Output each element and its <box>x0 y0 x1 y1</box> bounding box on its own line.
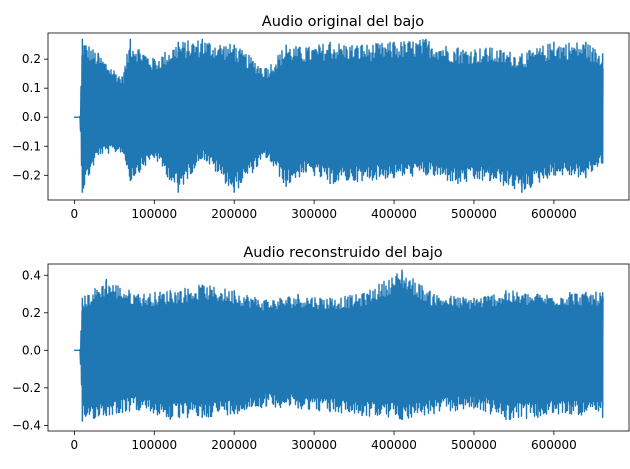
y-tick-label: −0.2 <box>12 168 41 182</box>
x-tick-label: 0 <box>71 438 79 452</box>
y-tick-label: 0.1 <box>22 81 41 95</box>
subplot-original: Audio original del bajo 0 100000 200000 300… <box>12 14 630 221</box>
y-tick-label: −0.1 <box>12 139 41 153</box>
y-tick-label: 0.2 <box>22 306 41 320</box>
x-tick-label: 200000 <box>211 438 257 452</box>
waveform-line <box>73 272 604 420</box>
chart-title-original: Audio original del bajo <box>262 14 425 30</box>
x-tick-label: 600000 <box>531 438 577 452</box>
axes-frame-original <box>47 32 630 201</box>
x-tick-label: 0 <box>71 207 79 221</box>
y-tick-label: 0.2 <box>22 52 41 66</box>
axes-frame-reconstructed <box>47 263 630 432</box>
ticks-reconstructed: 0 100000 200000 300000 400000 500000 600000 −0.… <box>12 268 577 452</box>
y-tick-label: 0.0 <box>22 343 41 357</box>
x-tick-label: 300000 <box>291 207 337 221</box>
subplot-reconstructed: Audio reconstruido del bajo 0 100000 20000… <box>12 245 630 452</box>
x-tick-label: 100000 <box>131 438 177 452</box>
x-tick-label: 400000 <box>371 207 417 221</box>
x-tick-label: 400000 <box>371 438 417 452</box>
chart-title-reconstructed: Audio reconstruido del bajo <box>243 245 442 261</box>
y-tick-label: 0.0 <box>22 110 41 124</box>
y-tick-label: −0.2 <box>12 381 41 395</box>
plot-area-original <box>73 38 604 193</box>
y-tick-label: −0.4 <box>12 418 41 432</box>
waveform-line <box>73 39 604 190</box>
y-tick-label: 0.4 <box>22 268 41 282</box>
x-tick-label: 600000 <box>531 207 577 221</box>
x-tick-label: 200000 <box>211 207 257 221</box>
ticks-original: 0 100000 200000 300000 400000 500000 600000 −0.… <box>12 52 577 221</box>
x-tick-label: 300000 <box>291 438 337 452</box>
plot-area-reconstructed <box>73 269 604 422</box>
x-tick-label: 100000 <box>131 207 177 221</box>
x-tick-label: 500000 <box>451 438 497 452</box>
x-tick-label: 500000 <box>451 207 497 221</box>
